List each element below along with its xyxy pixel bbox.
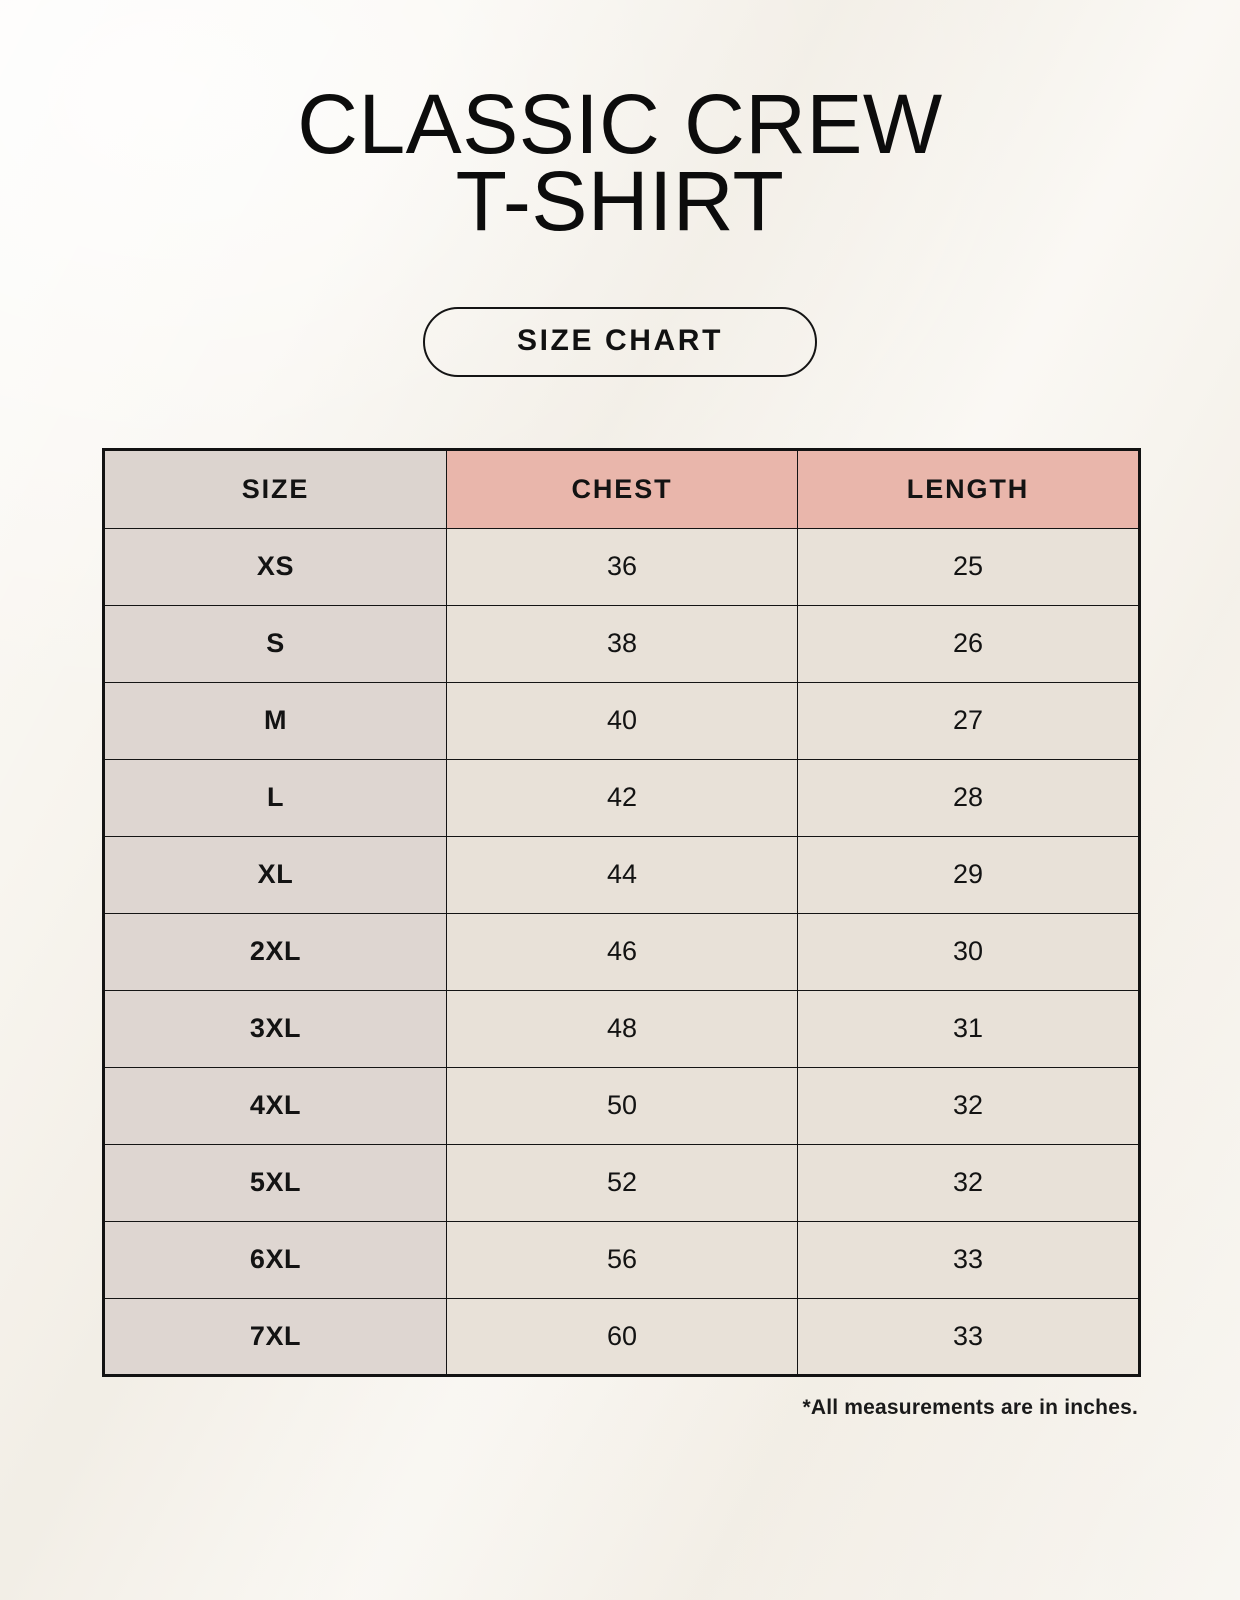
size-table-container: SIZE CHEST LENGTH XS 36 25 S 38 26 M	[102, 447, 1141, 1377]
table-row: S 38 26	[103, 604, 1140, 683]
cell-size: M	[103, 681, 447, 760]
table-row: M 40 27	[103, 681, 1140, 760]
cell-length: 30	[797, 912, 1140, 991]
cell-chest: 56	[446, 1220, 798, 1299]
cell-length: 25	[797, 527, 1140, 606]
cell-chest: 44	[446, 835, 798, 914]
cell-chest: 40	[446, 681, 798, 760]
cell-length: 33	[797, 1220, 1140, 1299]
table-header-row: SIZE CHEST LENGTH	[103, 448, 1140, 529]
cell-length: 29	[797, 835, 1140, 914]
table-row: XL 44 29	[103, 835, 1140, 914]
cell-length: 27	[797, 681, 1140, 760]
table-row: 2XL 46 30	[103, 912, 1140, 991]
cell-chest: 36	[446, 527, 798, 606]
column-header-size: SIZE	[103, 448, 447, 529]
column-header-length: LENGTH	[797, 448, 1140, 529]
cell-size: 2XL	[103, 912, 447, 991]
column-header-chest: CHEST	[446, 448, 798, 529]
table-row: XS 36 25	[103, 527, 1140, 606]
table-row: 7XL 60 33	[103, 1297, 1140, 1376]
table-row: 6XL 56 33	[103, 1220, 1140, 1299]
size-chart-table: SIZE CHEST LENGTH XS 36 25 S 38 26 M	[102, 447, 1141, 1377]
measurement-footnote: *All measurements are in inches.	[802, 1395, 1138, 1419]
cell-length: 31	[797, 989, 1140, 1068]
cell-length: 32	[797, 1143, 1140, 1222]
cell-chest: 48	[446, 989, 798, 1068]
cell-size: XS	[103, 527, 447, 606]
cell-chest: 42	[446, 758, 798, 837]
cell-chest: 52	[446, 1143, 798, 1222]
title-block: CLASSIC CREW T-SHIRT	[0, 0, 1240, 249]
page-title: CLASSIC CREW T-SHIRT	[297, 77, 943, 249]
table-row: 3XL 48 31	[103, 989, 1140, 1068]
table-header: SIZE CHEST LENGTH	[103, 448, 1140, 529]
cell-chest: 50	[446, 1066, 798, 1145]
cell-size: 5XL	[103, 1143, 447, 1222]
size-chart-badge: SIZE CHART	[423, 306, 817, 377]
cell-chest: 46	[446, 912, 798, 991]
cell-length: 26	[797, 604, 1140, 683]
cell-size: 3XL	[103, 989, 447, 1068]
badge-row: SIZE CHART	[0, 306, 1240, 377]
table-row: L 42 28	[103, 758, 1140, 837]
table-row: 5XL 52 32	[103, 1143, 1140, 1222]
cell-length: 28	[797, 758, 1140, 837]
cell-size: XL	[103, 835, 447, 914]
cell-length: 32	[797, 1066, 1140, 1145]
cell-size: 7XL	[103, 1297, 447, 1376]
table-row: 4XL 50 32	[103, 1066, 1140, 1145]
cell-size: L	[103, 758, 447, 837]
cell-chest: 38	[446, 604, 798, 683]
cell-size: S	[103, 604, 447, 683]
cell-chest: 60	[446, 1297, 798, 1376]
cell-size: 4XL	[103, 1066, 447, 1145]
table-body: XS 36 25 S 38 26 M 40 27 L 42 28	[103, 527, 1140, 1376]
cell-size: 6XL	[103, 1220, 447, 1299]
cell-length: 33	[797, 1297, 1140, 1376]
